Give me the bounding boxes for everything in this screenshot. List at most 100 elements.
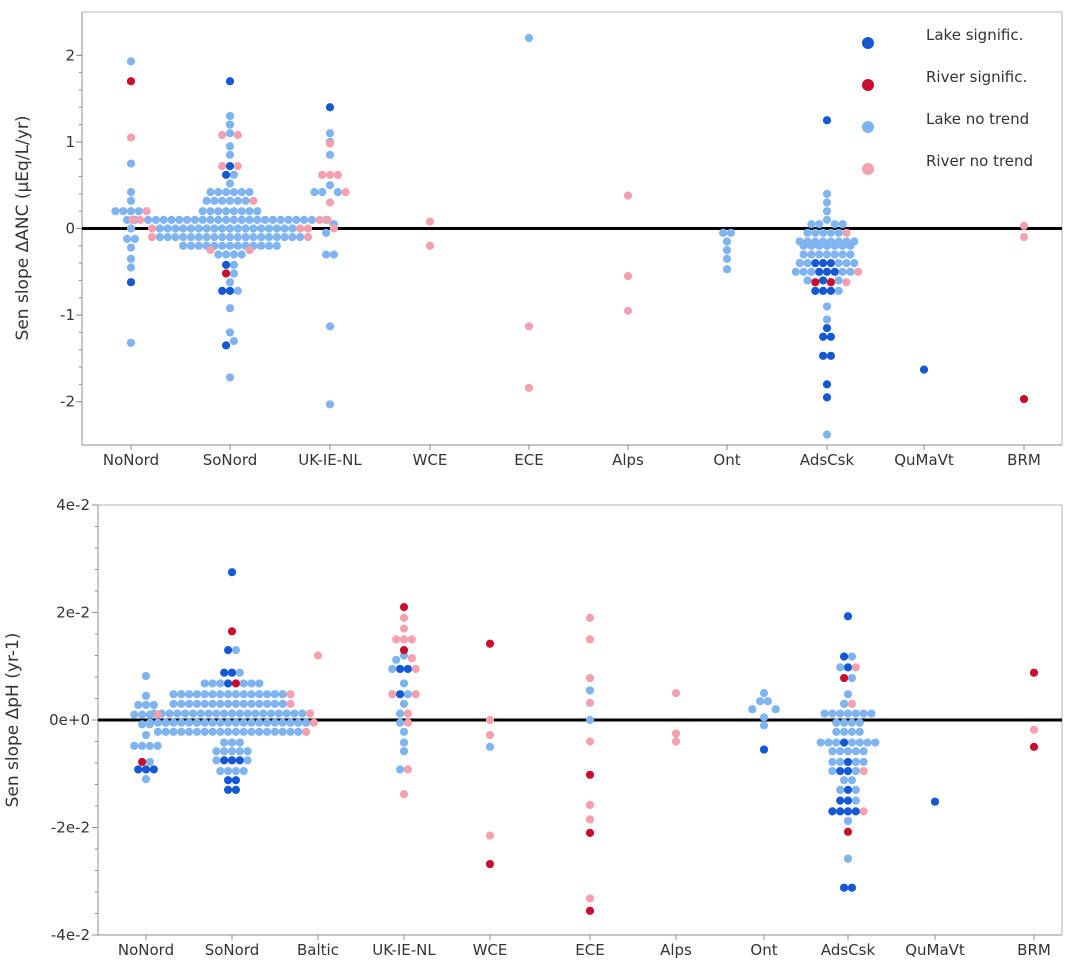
data-point-river-no-trend [399,635,409,644]
data-point-lake-signif [822,380,832,389]
data-point-lake-no-trend [843,709,853,718]
data-point-lake-no-trend [212,747,221,756]
data-point-lake-no-trend [206,215,215,224]
data-point-lake-no-trend [241,233,250,242]
data-point-lake-no-trend [851,785,860,794]
data-point-lake-no-trend [245,215,254,224]
data-point-lake-no-trend [830,250,839,259]
data-point-lake-no-trend [748,705,757,714]
data-point-river-no-trend [206,246,215,255]
y-tick-label: 2e-2 [56,604,90,622]
data-point-lake-no-trend [286,718,295,727]
data-point-lake-no-trend [846,250,855,259]
data-point-river-no-trend [851,663,860,672]
data-point-lake-no-trend [130,234,139,243]
data-point-lake-no-trend [225,196,235,205]
data-point-river-no-trend [323,215,332,224]
data-point-lake-no-trend [165,709,174,718]
data-point-lake-no-trend [247,727,256,736]
data-point-lake-signif [919,365,929,374]
data-point-lake-no-trend [318,188,327,197]
data-point-lake-signif [220,756,229,765]
data-point-lake-no-trend [847,652,857,661]
data-point-river-signif [485,859,495,869]
legend-label-river-signific: River signific. [926,68,1027,86]
legend-swatch-river-no-trend [862,163,874,175]
data-point-lake-no-trend [280,233,289,242]
data-point-lake-no-trend [210,224,219,233]
data-point-lake-no-trend [247,718,256,727]
y-tick-label: -4e-2 [51,926,90,944]
data-point-lake-no-trend [235,738,244,747]
data-point-river-signif [826,278,836,287]
data-point-lake-no-trend [200,718,209,727]
data-point-lake-signif [843,663,853,672]
data-point-lake-no-trend [225,241,235,250]
data-point-river-no-trend [286,699,295,708]
data-point-lake-no-trend [225,304,235,313]
data-point-lake-no-trend [225,328,235,337]
data-point-lake-no-trend [847,727,857,736]
data-point-river-no-trend [128,215,137,224]
data-point-lake-no-trend [722,254,732,263]
data-point-lake-no-trend [822,207,832,216]
data-point-lake-no-trend [239,766,248,776]
data-point-river-no-trend [147,233,157,242]
data-point-lake-no-trend [175,215,184,224]
data-point-lake-no-trend [278,718,287,727]
data-point-river-no-trend [315,215,324,224]
data-point-lake-no-trend [722,246,732,255]
data-point-lake-no-trend [399,747,409,756]
data-point-lake-no-trend [270,699,279,708]
x-tick-label-sonord: SoNord [205,941,260,959]
data-point-river-no-trend [859,766,868,776]
data-point-lake-no-trend [333,188,342,197]
data-point-lake-no-trend [325,322,335,331]
data-point-lake-no-trend [272,224,281,233]
data-point-lake-no-trend [163,224,172,233]
data-point-lake-no-trend [249,233,258,242]
data-point-lake-no-trend [278,690,287,699]
data-point-lake-no-trend [229,250,238,259]
data-point-lake-no-trend [126,224,136,233]
data-point-lake-no-trend [585,715,595,725]
data-point-lake-no-trend [146,718,155,727]
data-point-lake-signif [396,664,405,674]
data-point-river-no-trend [425,217,435,226]
data-point-lake-no-trend [185,727,194,736]
data-point-lake-signif [826,286,836,295]
data-point-lake-no-trend [325,129,335,138]
data-point-lake-no-trend [126,338,136,347]
data-point-river-no-trend [1019,221,1029,230]
data-point-lake-signif [811,286,820,295]
data-point-river-no-trend [399,790,409,799]
data-point-lake-no-trend [272,233,281,242]
data-point-lake-no-trend [307,215,316,224]
data-point-lake-no-trend [171,233,180,242]
data-point-river-no-trend [309,718,318,727]
data-point-river-no-trend [399,613,409,622]
data-point-lake-no-trend [399,679,409,688]
data-point-lake-no-trend [198,207,207,216]
data-point-lake-no-trend [229,269,238,278]
data-point-lake-no-trend [185,699,194,708]
data-point-lake-no-trend [235,747,244,756]
data-point-lake-no-trend [229,207,238,216]
legend-label-lake-no-trend: Lake no trend [926,110,1029,128]
data-point-lake-no-trend [286,727,295,736]
data-point-lake-no-trend [237,250,246,259]
data-point-lake-no-trend [225,120,235,129]
data-point-lake-no-trend [257,233,266,242]
data-point-lake-no-trend [822,241,832,250]
data-point-lake-no-trend [840,776,849,785]
data-point-river-no-trend [425,241,435,250]
data-point-lake-no-trend [229,188,238,197]
data-point-lake-no-trend [263,718,272,727]
x-tick-label-brm: BRM [1007,451,1041,469]
data-point-lake-no-trend [261,215,270,224]
data-point-river-signif [138,757,147,767]
data-point-lake-signif [224,679,233,688]
data-point-lake-no-trend [245,188,254,197]
data-point-lake-signif [822,393,832,402]
